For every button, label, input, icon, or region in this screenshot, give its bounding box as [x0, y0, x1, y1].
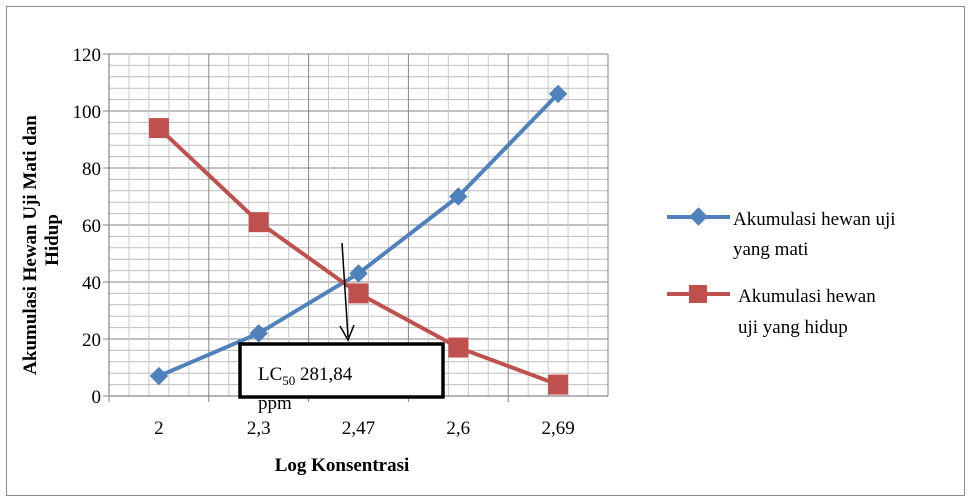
series-hidup [148, 118, 569, 395]
series-group [148, 84, 569, 395]
y-tick-label: 80 [82, 159, 101, 180]
legend-label-mati-line-1: Akumulasi hewan uji [733, 209, 896, 230]
annotation-label: LC50 281,84 [258, 364, 353, 388]
legend-entry-mati: Akumulasi hewan uji yang mati [667, 207, 896, 260]
y-tick-labels: 0 20 40 60 80 100 120 [73, 45, 102, 408]
legend-label-mati-line-2: yang mati [733, 239, 808, 260]
x-tick-label: 2,69 [541, 418, 574, 439]
legend-marker-mati [689, 207, 708, 226]
data-point [148, 118, 169, 139]
y-axis-title-line-2: Hidup [42, 214, 63, 266]
series-mati [149, 84, 568, 386]
annotation-arrowhead [339, 324, 355, 342]
chart-frame [6, 6, 965, 496]
x-tick-labels: 2 2,3 2,47 2,6 2,69 [154, 418, 575, 439]
data-point [348, 283, 369, 304]
data-point [548, 84, 568, 104]
x-tick-label: 2,3 [247, 418, 271, 439]
annotation-unit: ppm [258, 393, 292, 414]
legend: Akumulasi hewan uji yang mati Akumulasi … [667, 207, 896, 338]
x-tick-label: 2,47 [342, 418, 375, 439]
y-tick-label: 0 [92, 387, 102, 408]
data-point [248, 212, 269, 233]
y-tick-label: 120 [73, 45, 102, 66]
legend-label-hidup-line-1: Akumulasi hewan [738, 286, 876, 307]
lc50-annotation: LC50 281,84 ppm [238, 242, 445, 414]
y-tick-label: 20 [82, 330, 101, 351]
y-axis-title-line-1: Akumulasi Hewan Uji Mati dan [20, 115, 41, 375]
y-tick-label: 100 [73, 102, 102, 123]
annotation-arrow-line [341, 242, 349, 338]
legend-marker-hidup [689, 285, 707, 303]
x-tick-label: 2 [154, 418, 164, 439]
data-point [149, 366, 169, 386]
data-point [448, 337, 469, 358]
series-line [158, 92, 560, 378]
annotation-box [238, 342, 445, 399]
legend-label-hidup-line-2: uji yang hidup [738, 317, 848, 338]
legend-entry-hidup: Akumulasi hewan uji yang hidup [667, 285, 876, 338]
y-tick-label: 60 [82, 216, 101, 237]
x-tick-label: 2,6 [446, 418, 470, 439]
data-point [449, 187, 468, 206]
data-point [249, 324, 268, 343]
x-axis-title: Log Konsentrasi [275, 455, 410, 476]
grid-lines [108, 53, 609, 397]
y-axis-title: Akumulasi Hewan Uji Mati dan Hidup [20, 115, 63, 375]
y-tick-label: 40 [82, 273, 101, 294]
data-point [548, 374, 569, 395]
data-point [349, 264, 368, 283]
